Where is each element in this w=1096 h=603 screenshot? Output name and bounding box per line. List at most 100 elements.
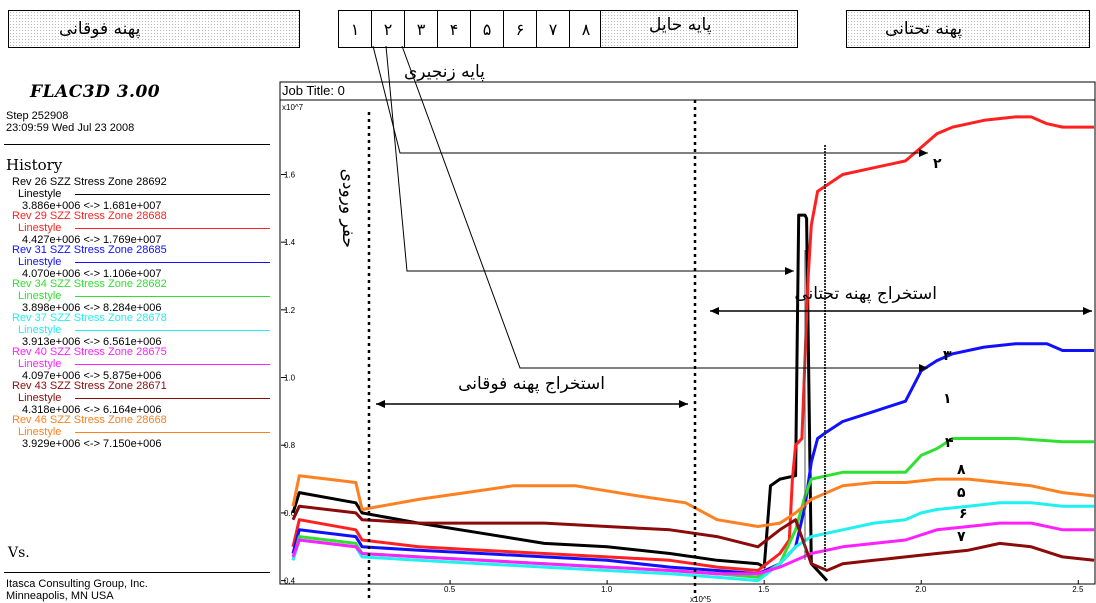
x-tick-label: 0.5 — [444, 585, 456, 594]
arrow-head — [1083, 307, 1092, 315]
legend-series-name: Rev 34 SZZ Stress Zone 28682 — [12, 278, 167, 290]
arrow-head — [785, 267, 794, 275]
series-line — [291, 474, 1095, 528]
legend-item: Rev 26 SZZ Stress Zone 28692 Linestyle 3.8… — [0, 176, 272, 212]
legend-series-name: Rev 46 SZZ Stress Zone 28668 — [12, 414, 167, 426]
y-tick-label: 0.4 — [284, 577, 296, 586]
lower-seam-box: پهنه تحتانی — [846, 10, 1090, 48]
legend-linestyle-label: Linestyle — [18, 324, 62, 336]
curve-number-label: ۲ — [933, 156, 942, 172]
upper-extraction-label: استخراج پهنه فوقانی — [458, 374, 605, 394]
legend-range: 3.898e+006 <-> 8.284e+006 — [22, 302, 162, 314]
legend-linestyle-label: Linestyle — [18, 392, 62, 404]
y-tick-label: 0.6 — [284, 509, 296, 518]
barrier-pillar-label: پایه حایل — [649, 15, 712, 35]
series-line — [291, 504, 1095, 572]
arrow-head — [679, 400, 688, 408]
arrow-head — [919, 149, 928, 157]
legend-range: 4.318e+006 <-> 6.164e+006 — [22, 404, 162, 416]
legend-item: Rev 46 SZZ Stress Zone 28668 Linestyle 3.9… — [0, 414, 272, 450]
series-line — [291, 501, 1094, 583]
company-line-1: Itasca Consulting Group, Inc. — [6, 578, 148, 590]
legend-range: 3.913e+006 <-> 6.561e+006 — [22, 336, 162, 348]
legend-series-name: Rev 40 SZZ Stress Zone 28675 — [12, 346, 167, 358]
digit-2: ۲ — [372, 11, 405, 47]
y-tick-label: 1.0 — [284, 374, 296, 383]
legend-range: 4.070e+006 <-> 1.106e+007 — [22, 268, 162, 280]
leader-curve-3 — [385, 45, 794, 272]
legend-range: 4.097e+006 <-> 5.875e+006 — [22, 370, 162, 382]
datetime-text: 23:09:59 Wed Jul 23 2008 — [6, 122, 135, 134]
y-tick-label: 1.4 — [284, 238, 296, 247]
legend-line-swatch — [75, 228, 270, 229]
x-multiplier: x10^5 — [690, 595, 712, 603]
legend-line-swatch — [75, 262, 270, 263]
company-line-2: Minneapolis, MN USA — [6, 590, 114, 602]
legend-line-swatch — [75, 364, 270, 365]
legend-series-name: Rev 26 SZZ Stress Zone 28692 — [12, 176, 167, 188]
digit-3: ۳ — [405, 11, 438, 47]
legend-linestyle-label: Linestyle — [18, 222, 62, 234]
leader-curve-1 — [401, 45, 928, 369]
digit-6: ۶ — [504, 11, 537, 47]
curve-number-label: ۸ — [957, 462, 966, 478]
leader-curve-2 — [372, 45, 928, 154]
series-line — [291, 521, 1094, 576]
curve-number-label: ۶ — [959, 506, 968, 522]
vs-label: Vs. — [8, 545, 30, 561]
legend-linestyle-label: Linestyle — [18, 426, 62, 438]
separator — [4, 144, 270, 145]
legend-item: Rev 43 SZZ Stress Zone 28671 Linestyle 4.3… — [0, 380, 272, 416]
legend-range: 3.886e+006 <-> 1.681e+007 — [22, 200, 162, 212]
legend-line-swatch — [75, 398, 270, 399]
software-title: FLAC3D 3.00 — [30, 82, 161, 102]
legend-line-swatch — [75, 330, 270, 331]
upper-seam-box: پهنه فوقانی — [8, 10, 300, 48]
legend-series-name: Rev 29 SZZ Stress Zone 28688 — [12, 210, 167, 222]
legend-series-name: Rev 31 SZZ Stress Zone 28685 — [12, 244, 167, 256]
y-tick-label: 1.2 — [284, 306, 296, 315]
curve-number-label: ۴ — [945, 435, 954, 451]
plot-frame — [279, 81, 1096, 585]
legend-item: Rev 34 SZZ Stress Zone 28682 Linestyle 3.8… — [0, 278, 272, 314]
x-tick-label: 2.0 — [915, 585, 927, 594]
legend-linestyle-label: Linestyle — [18, 358, 62, 370]
digit-5: ۵ — [471, 11, 504, 47]
separator — [4, 572, 270, 573]
legend-range: 3.929e+006 <-> 7.150e+006 — [22, 438, 162, 450]
arrow-head — [919, 364, 928, 372]
job-title: Job Title: 0 — [282, 83, 345, 98]
history-title: History — [6, 156, 63, 174]
x-tick-label: 1.5 — [758, 585, 770, 594]
legend-linestyle-label: Linestyle — [18, 256, 62, 268]
lower-seam-label: پهنه تحتانی — [885, 19, 963, 39]
legend-item: Rev 37 SZZ Stress Zone 28678 Linestyle 3.9… — [0, 312, 272, 348]
legend-line-swatch — [75, 296, 270, 297]
legend-linestyle-label: Linestyle — [18, 188, 62, 200]
arrow-head — [710, 307, 719, 315]
x-tick-label: 1.0 — [601, 585, 613, 594]
curve-number-label: ۱ — [943, 391, 952, 407]
y-tick-label: 1.6 — [284, 170, 296, 179]
legend-item: Rev 40 SZZ Stress Zone 28675 Linestyle 4.0… — [0, 346, 272, 382]
digit-1: ۱ — [339, 11, 372, 47]
upper-seam-label: پهنه فوقانی — [59, 19, 141, 39]
legend-linestyle-label: Linestyle — [18, 290, 62, 302]
chain-pillar-label: پایه زنجیری — [404, 62, 485, 82]
legend-series-name: Rev 43 SZZ Stress Zone 28671 — [12, 380, 167, 392]
step-text: Step 252908 — [6, 110, 69, 122]
arrow-head — [376, 400, 385, 408]
series-line — [291, 213, 829, 582]
legend-line-swatch — [75, 432, 270, 433]
curve-number-label: ۷ — [957, 529, 966, 545]
digit-4: ۴ — [438, 11, 471, 47]
lower-extraction-label: استخراج پهنه تحتانی — [794, 284, 937, 304]
y-tick-label: 0.8 — [284, 441, 296, 450]
legend-series-name: Rev 37 SZZ Stress Zone 28678 — [12, 312, 167, 324]
y-multiplier: x10^7 — [282, 103, 304, 112]
info-panel: FLAC3D 3.00 Step 252908 23:09:59 Wed Jul… — [0, 80, 272, 603]
series-line — [291, 115, 1094, 572]
curve-number-label: ۳ — [943, 348, 952, 364]
legend-line-swatch — [75, 194, 270, 195]
